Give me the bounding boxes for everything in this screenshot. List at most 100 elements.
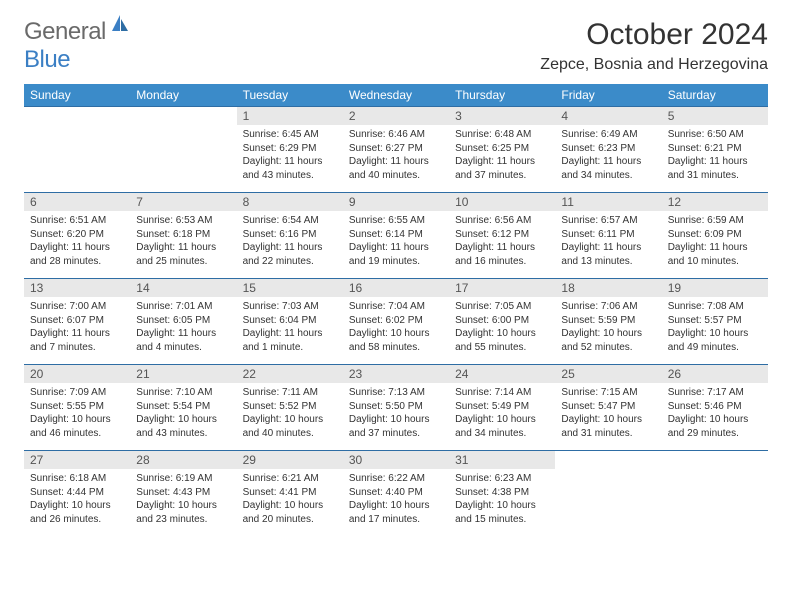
- day-number: 6: [24, 193, 130, 211]
- day-number: 30: [343, 451, 449, 469]
- day-body: Sunrise: 6:22 AMSunset: 4:40 PMDaylight:…: [343, 469, 449, 529]
- day-number: 22: [237, 365, 343, 383]
- logo-part2: Blue: [24, 46, 70, 73]
- day-body: Sunrise: 7:09 AMSunset: 5:55 PMDaylight:…: [24, 383, 130, 443]
- day-body: Sunrise: 6:21 AMSunset: 4:41 PMDaylight:…: [237, 469, 343, 529]
- logo-part1: General: [24, 18, 106, 45]
- calendar-cell: 7Sunrise: 6:53 AMSunset: 6:18 PMDaylight…: [130, 193, 236, 279]
- day-number: 1: [237, 107, 343, 125]
- day-number: 18: [555, 279, 661, 297]
- day-number: 24: [449, 365, 555, 383]
- calendar-cell: 20Sunrise: 7:09 AMSunset: 5:55 PMDayligh…: [24, 365, 130, 451]
- day-body: Sunrise: 7:08 AMSunset: 5:57 PMDaylight:…: [662, 297, 768, 357]
- calendar-cell: 2Sunrise: 6:46 AMSunset: 6:27 PMDaylight…: [343, 107, 449, 193]
- day-body: Sunrise: 7:14 AMSunset: 5:49 PMDaylight:…: [449, 383, 555, 443]
- calendar-cell: 14Sunrise: 7:01 AMSunset: 6:05 PMDayligh…: [130, 279, 236, 365]
- calendar-cell: 24Sunrise: 7:14 AMSunset: 5:49 PMDayligh…: [449, 365, 555, 451]
- calendar-cell: 12Sunrise: 6:59 AMSunset: 6:09 PMDayligh…: [662, 193, 768, 279]
- day-body: Sunrise: 6:54 AMSunset: 6:16 PMDaylight:…: [237, 211, 343, 271]
- day-number: 14: [130, 279, 236, 297]
- calendar-cell: 21Sunrise: 7:10 AMSunset: 5:54 PMDayligh…: [130, 365, 236, 451]
- day-number: 23: [343, 365, 449, 383]
- day-number: 21: [130, 365, 236, 383]
- calendar-cell: 10Sunrise: 6:56 AMSunset: 6:12 PMDayligh…: [449, 193, 555, 279]
- day-body: Sunrise: 7:03 AMSunset: 6:04 PMDaylight:…: [237, 297, 343, 357]
- day-number: 26: [662, 365, 768, 383]
- day-body: Sunrise: 7:00 AMSunset: 6:07 PMDaylight:…: [24, 297, 130, 357]
- day-body: Sunrise: 6:18 AMSunset: 4:44 PMDaylight:…: [24, 469, 130, 529]
- calendar-cell: 31Sunrise: 6:23 AMSunset: 4:38 PMDayligh…: [449, 451, 555, 537]
- day-body: Sunrise: 6:57 AMSunset: 6:11 PMDaylight:…: [555, 211, 661, 271]
- calendar-cell-empty: [130, 107, 236, 193]
- calendar-cell: 3Sunrise: 6:48 AMSunset: 6:25 PMDaylight…: [449, 107, 555, 193]
- day-body: Sunrise: 6:48 AMSunset: 6:25 PMDaylight:…: [449, 125, 555, 185]
- day-body: Sunrise: 6:55 AMSunset: 6:14 PMDaylight:…: [343, 211, 449, 271]
- day-body: Sunrise: 7:17 AMSunset: 5:46 PMDaylight:…: [662, 383, 768, 443]
- day-body: Sunrise: 7:01 AMSunset: 6:05 PMDaylight:…: [130, 297, 236, 357]
- day-body: Sunrise: 7:13 AMSunset: 5:50 PMDaylight:…: [343, 383, 449, 443]
- calendar-cell: 29Sunrise: 6:21 AMSunset: 4:41 PMDayligh…: [237, 451, 343, 537]
- day-number: 9: [343, 193, 449, 211]
- calendar-cell-empty: [24, 107, 130, 193]
- weekday-header: Monday: [130, 84, 236, 107]
- day-number: 16: [343, 279, 449, 297]
- day-number: 5: [662, 107, 768, 125]
- day-body: Sunrise: 7:06 AMSunset: 5:59 PMDaylight:…: [555, 297, 661, 357]
- day-body: Sunrise: 6:45 AMSunset: 6:29 PMDaylight:…: [237, 125, 343, 185]
- calendar-cell: 6Sunrise: 6:51 AMSunset: 6:20 PMDaylight…: [24, 193, 130, 279]
- calendar-cell: 16Sunrise: 7:04 AMSunset: 6:02 PMDayligh…: [343, 279, 449, 365]
- sail-icon: [110, 13, 130, 33]
- location: Zepce, Bosnia and Herzegovina: [540, 56, 768, 74]
- calendar-cell: 17Sunrise: 7:05 AMSunset: 6:00 PMDayligh…: [449, 279, 555, 365]
- day-body: Sunrise: 6:46 AMSunset: 6:27 PMDaylight:…: [343, 125, 449, 185]
- day-number: 8: [237, 193, 343, 211]
- day-body: Sunrise: 7:11 AMSunset: 5:52 PMDaylight:…: [237, 383, 343, 443]
- day-number: 27: [24, 451, 130, 469]
- day-number: 12: [662, 193, 768, 211]
- day-number: 2: [343, 107, 449, 125]
- header: General Blue October 2024 Zepce, Bosnia …: [24, 18, 768, 74]
- day-body: Sunrise: 6:23 AMSunset: 4:38 PMDaylight:…: [449, 469, 555, 529]
- day-number: 7: [130, 193, 236, 211]
- logo-text: General Blue: [24, 18, 132, 74]
- calendar-cell: 8Sunrise: 6:54 AMSunset: 6:16 PMDaylight…: [237, 193, 343, 279]
- day-body: Sunrise: 6:50 AMSunset: 6:21 PMDaylight:…: [662, 125, 768, 185]
- day-body: Sunrise: 6:59 AMSunset: 6:09 PMDaylight:…: [662, 211, 768, 271]
- calendar-cell: 11Sunrise: 6:57 AMSunset: 6:11 PMDayligh…: [555, 193, 661, 279]
- day-body: Sunrise: 7:05 AMSunset: 6:00 PMDaylight:…: [449, 297, 555, 357]
- calendar-cell: 1Sunrise: 6:45 AMSunset: 6:29 PMDaylight…: [237, 107, 343, 193]
- day-body: Sunrise: 6:49 AMSunset: 6:23 PMDaylight:…: [555, 125, 661, 185]
- title-block: October 2024 Zepce, Bosnia and Herzegovi…: [540, 18, 768, 74]
- day-body: Sunrise: 7:10 AMSunset: 5:54 PMDaylight:…: [130, 383, 236, 443]
- weekday-header: Wednesday: [343, 84, 449, 107]
- day-number: 20: [24, 365, 130, 383]
- calendar: SundayMondayTuesdayWednesdayThursdayFrid…: [24, 84, 768, 537]
- weekday-header: Thursday: [449, 84, 555, 107]
- day-number: 31: [449, 451, 555, 469]
- calendar-head: SundayMondayTuesdayWednesdayThursdayFrid…: [24, 84, 768, 107]
- day-number: 29: [237, 451, 343, 469]
- day-number: 17: [449, 279, 555, 297]
- calendar-cell: 28Sunrise: 6:19 AMSunset: 4:43 PMDayligh…: [130, 451, 236, 537]
- calendar-cell: 5Sunrise: 6:50 AMSunset: 6:21 PMDaylight…: [662, 107, 768, 193]
- calendar-cell: 26Sunrise: 7:17 AMSunset: 5:46 PMDayligh…: [662, 365, 768, 451]
- day-number: 10: [449, 193, 555, 211]
- calendar-cell: 18Sunrise: 7:06 AMSunset: 5:59 PMDayligh…: [555, 279, 661, 365]
- calendar-cell: 23Sunrise: 7:13 AMSunset: 5:50 PMDayligh…: [343, 365, 449, 451]
- calendar-cell: 13Sunrise: 7:00 AMSunset: 6:07 PMDayligh…: [24, 279, 130, 365]
- day-number: 11: [555, 193, 661, 211]
- logo: General Blue: [24, 18, 132, 74]
- calendar-cell-empty: [555, 451, 661, 537]
- day-body: Sunrise: 7:04 AMSunset: 6:02 PMDaylight:…: [343, 297, 449, 357]
- weekday-header: Saturday: [662, 84, 768, 107]
- weekday-header: Sunday: [24, 84, 130, 107]
- day-number: 25: [555, 365, 661, 383]
- day-body: Sunrise: 6:53 AMSunset: 6:18 PMDaylight:…: [130, 211, 236, 271]
- weekday-header: Tuesday: [237, 84, 343, 107]
- day-number: 3: [449, 107, 555, 125]
- calendar-cell-empty: [662, 451, 768, 537]
- calendar-cell: 30Sunrise: 6:22 AMSunset: 4:40 PMDayligh…: [343, 451, 449, 537]
- calendar-cell: 22Sunrise: 7:11 AMSunset: 5:52 PMDayligh…: [237, 365, 343, 451]
- calendar-cell: 27Sunrise: 6:18 AMSunset: 4:44 PMDayligh…: [24, 451, 130, 537]
- day-number: 19: [662, 279, 768, 297]
